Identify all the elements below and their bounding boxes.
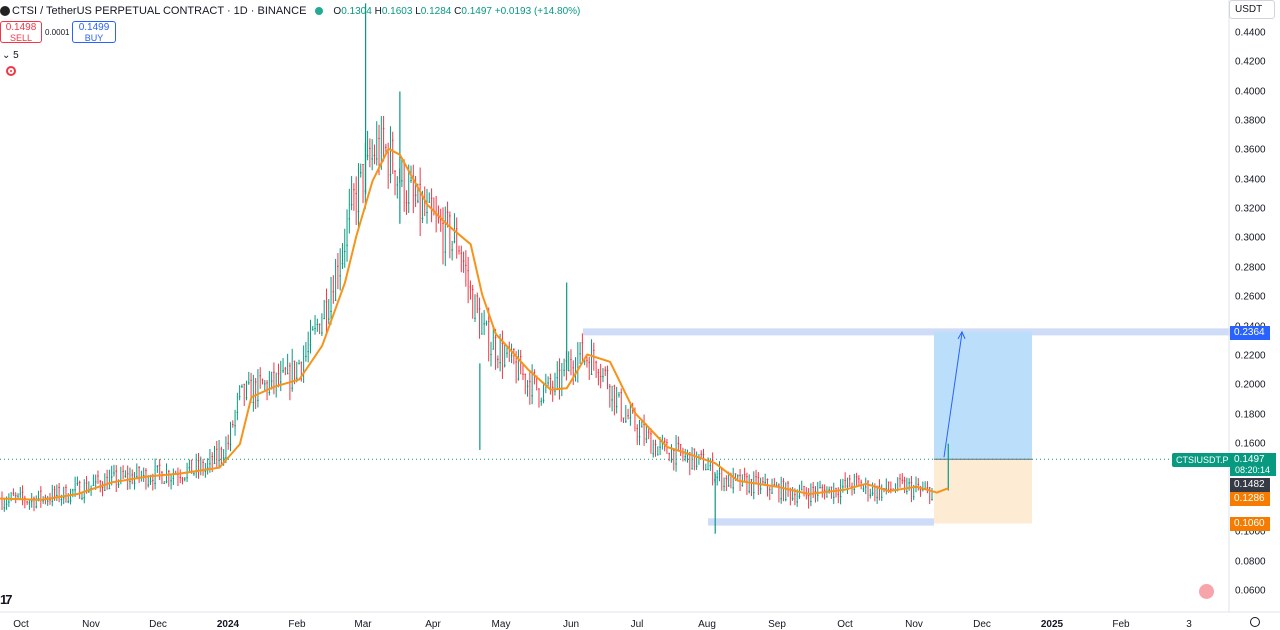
ma-value-tag: 0.1482 bbox=[1230, 478, 1270, 492]
time-tick-label: Jun bbox=[562, 619, 580, 630]
resistance-zone bbox=[583, 328, 1230, 336]
time-tick-label: Mar bbox=[354, 619, 372, 630]
ctsi-logo-icon bbox=[0, 6, 10, 16]
price-tick-label: 0.2000 bbox=[1235, 379, 1266, 391]
support-zone bbox=[708, 518, 934, 526]
price-tick-label: 0.4400 bbox=[1235, 27, 1266, 39]
entry-price-tag: 0.1286 bbox=[1230, 492, 1270, 506]
price-tick-label: 0.1600 bbox=[1235, 438, 1266, 450]
stop-price-tag: 0.1060 bbox=[1230, 517, 1270, 531]
price-tick-label: 0.2600 bbox=[1235, 291, 1266, 303]
time-tick-label: Dec bbox=[973, 619, 991, 630]
time-tick-label: Jul bbox=[630, 619, 644, 630]
projection-arrow bbox=[943, 332, 963, 458]
sell-button[interactable]: 0.1498 SELL bbox=[0, 21, 42, 43]
price-tick-label: 0.3800 bbox=[1235, 115, 1266, 127]
time-tick-label: Oct bbox=[13, 619, 29, 630]
time-tick-label: Nov bbox=[905, 619, 923, 630]
time-tick-label: 2024 bbox=[216, 619, 240, 630]
indicators-toggle[interactable]: ⌄ 5 bbox=[2, 50, 19, 61]
price-tick-label: 0.1800 bbox=[1235, 409, 1266, 421]
indicator-settings-icon[interactable] bbox=[6, 66, 16, 76]
time-tick-label: Nov bbox=[82, 619, 100, 630]
long-target-zone bbox=[934, 331, 1032, 460]
go-to-date-icon[interactable] bbox=[1250, 617, 1260, 627]
time-tick-label: Aug bbox=[698, 619, 716, 630]
currency-button[interactable]: USDT bbox=[1229, 0, 1275, 19]
price-tick-label: 0.3000 bbox=[1235, 232, 1266, 244]
time-tick-label: May bbox=[491, 619, 511, 630]
price-tick-label: 0.4200 bbox=[1235, 56, 1266, 68]
symbol-tag: CTSIUSDT.P bbox=[1172, 453, 1233, 467]
time-tick-label: Dec bbox=[149, 619, 167, 630]
time-tick-label: Sep bbox=[768, 619, 786, 630]
target-price-tag: 0.2364 bbox=[1230, 326, 1270, 340]
time-tick-label: Apr bbox=[425, 619, 441, 630]
price-tick-label: 0.3200 bbox=[1235, 203, 1266, 215]
bar-countdown: 08:20:14 bbox=[1230, 464, 1276, 476]
alert-dot-icon[interactable] bbox=[1199, 584, 1214, 599]
price-tick-label: 0.3400 bbox=[1235, 174, 1266, 186]
price-tick-label: 0.2800 bbox=[1235, 262, 1266, 274]
price-tick-label: 0.3600 bbox=[1235, 144, 1266, 156]
time-tick-label: Feb bbox=[288, 619, 306, 630]
time-tick-label: 3 bbox=[1186, 619, 1192, 630]
symbol-title[interactable]: CTSI / TetherUS PERPETUAL CONTRACT · 1D … bbox=[12, 5, 307, 17]
last-price-tag: 0.1497 bbox=[1230, 453, 1276, 467]
price-tick-label: 0.1000 bbox=[1235, 526, 1266, 538]
price-tick-label: 0.0600 bbox=[1235, 585, 1266, 597]
moving-average-line bbox=[0, 147, 949, 501]
chart-header: CTSI / TetherUS PERPETUAL CONTRACT · 1D … bbox=[0, 3, 580, 19]
long-stop-zone bbox=[934, 459, 1032, 524]
market-status-icon bbox=[315, 7, 324, 15]
time-tick-label: Feb bbox=[1112, 619, 1130, 630]
time-tick-label: Oct bbox=[837, 619, 853, 630]
tradingview-logo-icon[interactable]: 17 bbox=[0, 592, 13, 607]
price-tick-label: 0.0800 bbox=[1235, 556, 1266, 568]
time-tick-label: 2025 bbox=[1040, 619, 1064, 630]
spread-value: 0.0001 bbox=[45, 28, 70, 37]
ohlc-readout: O0.1304 H0.1603 L0.1284 C0.1497 +0.0193 … bbox=[333, 5, 581, 17]
projection-arrowhead bbox=[957, 330, 966, 340]
price-tick-label: 0.2200 bbox=[1235, 350, 1266, 362]
change-readout: +0.0193 (+14.80%) bbox=[494, 5, 581, 17]
buy-button[interactable]: 0.1499 BUY bbox=[72, 21, 116, 43]
price-tick-label: 0.4000 bbox=[1235, 86, 1266, 98]
